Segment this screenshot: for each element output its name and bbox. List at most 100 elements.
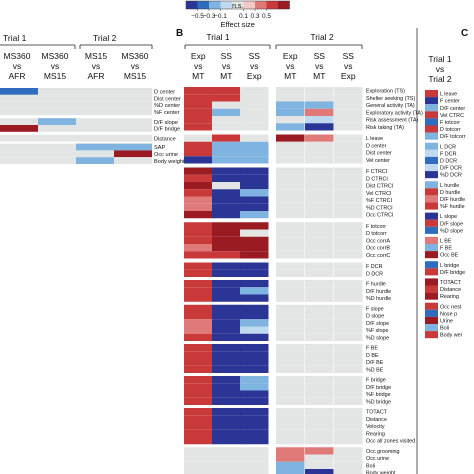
heatmap-cell <box>425 188 438 196</box>
heatmap-cell <box>425 125 438 133</box>
column-header-bottom: Exp <box>247 71 262 81</box>
heatmap-cell <box>212 351 241 359</box>
heatmap-cell <box>184 312 213 320</box>
heatmap-cell <box>212 182 241 190</box>
heatmap-cell <box>425 331 438 339</box>
heatmap-cell <box>276 408 305 416</box>
heatmap-cell <box>334 156 363 164</box>
heatmap-cell <box>114 101 152 109</box>
row-label: L hurdle <box>440 183 459 189</box>
row-label: D totcorr <box>440 127 461 133</box>
heatmap-cell <box>212 280 241 288</box>
heatmap-cell <box>38 88 76 95</box>
heatmap-cell <box>114 118 152 125</box>
column-header-vs: vs <box>92 61 101 71</box>
heatmap-cell <box>0 101 38 109</box>
heatmap-cell <box>305 149 334 157</box>
heatmap-cell <box>425 278 438 286</box>
row-label: Occ corrC <box>366 253 390 259</box>
heatmap-cell <box>212 358 241 366</box>
heatmap-cell <box>184 397 213 405</box>
legend-tick-label: 0.3 <box>250 13 259 20</box>
heatmap-cell <box>276 383 305 391</box>
heatmap-cell <box>240 383 269 391</box>
heatmap-cell <box>276 294 305 302</box>
heatmap-cell <box>305 304 334 312</box>
heatmap-cell <box>114 125 152 132</box>
heatmap-cell <box>184 134 213 142</box>
heatmap-cell <box>240 182 269 190</box>
heatmap-cell <box>334 108 363 116</box>
heatmap-cell <box>334 236 363 244</box>
column-header-top: SS <box>343 51 355 61</box>
heatmap-cell <box>38 94 76 102</box>
legend-swatch <box>220 1 232 9</box>
column-header-vs: vs <box>222 61 231 71</box>
heatmap-cell <box>334 294 363 302</box>
row-label: Vel CTRCI <box>366 191 391 197</box>
heatmap-cell <box>305 397 334 405</box>
heatmap-cell <box>114 143 152 151</box>
heatmap-cell <box>212 287 241 295</box>
heatmap-cell <box>184 174 213 182</box>
heatmap-cell <box>184 287 213 295</box>
heatmap-cell <box>276 203 305 211</box>
heatmap-cell <box>240 397 269 405</box>
heatmap-cell <box>0 108 38 116</box>
heatmap-cell <box>240 429 269 437</box>
heatmap-cell <box>425 212 438 220</box>
row-label: Distance <box>440 287 461 293</box>
trial-2-label: Trial 2 <box>93 33 117 43</box>
heatmap-cell <box>240 251 269 259</box>
heatmap-cell <box>212 376 241 384</box>
heatmap-cell <box>276 211 305 219</box>
heatmap-cell <box>184 294 213 302</box>
heatmap-cell <box>76 143 114 151</box>
heatmap-cell <box>334 408 363 416</box>
legend-swatch <box>243 1 255 9</box>
row-label: Urine <box>440 319 453 325</box>
heatmap-cell <box>305 134 334 142</box>
heatmap-cell <box>212 167 241 175</box>
heatmap-cell <box>212 269 241 277</box>
heatmap-cell <box>334 251 363 259</box>
heatmap-cell <box>305 447 334 455</box>
row-label: %D DCR <box>440 173 462 179</box>
heatmap-cell <box>0 94 38 102</box>
heatmap-cell <box>114 88 152 95</box>
heatmap-cell <box>184 437 213 445</box>
heatmap-cell <box>276 262 305 270</box>
row-label: Occ urine <box>366 456 389 462</box>
heatmap-cell <box>305 390 334 398</box>
row-label: %D BE <box>366 367 384 373</box>
heatmap-cell <box>276 447 305 455</box>
heatmap-cell <box>240 351 269 359</box>
row-label: F DCR <box>440 151 457 157</box>
row-label: TOTACT <box>366 410 388 416</box>
heatmap-cell <box>212 344 241 352</box>
heatmap-cell <box>305 454 334 462</box>
heatmap-cell <box>240 94 269 102</box>
heatmap-cell <box>305 429 334 437</box>
heatmap-cell <box>212 251 241 259</box>
heatmap-cell <box>305 236 334 244</box>
column-header-bottom: MT <box>313 71 325 81</box>
heatmap-cell <box>212 203 241 211</box>
row-label: Distance <box>366 417 387 423</box>
heatmap-cell <box>276 304 305 312</box>
heatmap-cell <box>212 319 241 327</box>
heatmap-cell <box>425 251 438 259</box>
heatmap-cell <box>184 87 213 95</box>
heatmap-cell <box>240 269 269 277</box>
heatmap-cell <box>212 422 241 430</box>
column-header-vs: vs <box>194 61 203 71</box>
heatmap-cell <box>276 196 305 204</box>
column-header-top: Exp <box>191 51 206 61</box>
heatmap-cell <box>212 101 241 109</box>
heatmap-cell <box>184 156 213 164</box>
heatmap-cell <box>305 229 334 237</box>
row-label: Velocity <box>366 424 385 430</box>
heatmap-cell <box>276 319 305 327</box>
legend-swatch <box>186 1 198 9</box>
heatmap-cell <box>212 174 241 182</box>
